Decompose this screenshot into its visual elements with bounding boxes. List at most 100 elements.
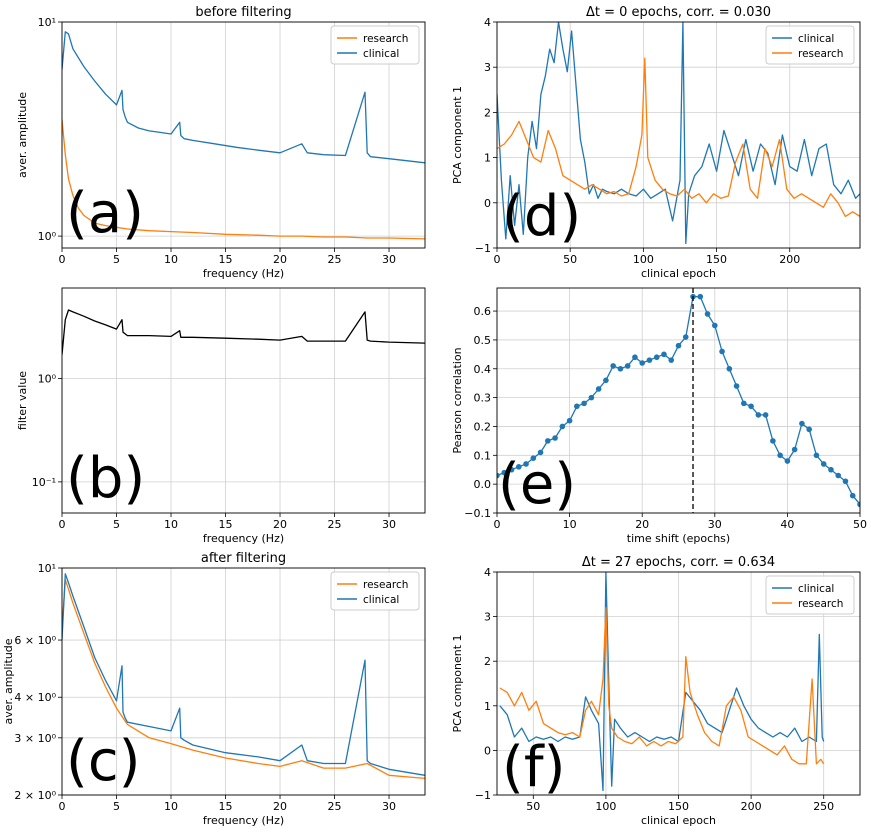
series-line-filter bbox=[62, 309, 425, 355]
x-tick-label: 40 bbox=[780, 518, 794, 531]
series-line-research bbox=[62, 579, 425, 780]
data-point bbox=[682, 334, 689, 340]
y-tick-label: 2 bbox=[484, 106, 491, 119]
data-point bbox=[799, 420, 805, 427]
x-tick-label: 10 bbox=[164, 800, 178, 813]
axes-frame bbox=[61, 567, 426, 796]
series-line-clinical bbox=[497, 22, 860, 245]
x-tick-label: 0 bbox=[494, 518, 501, 531]
chart-title: Δt = 0 epochs, corr. = 0.030 bbox=[586, 5, 771, 20]
panel-letter: (f) bbox=[502, 735, 565, 800]
y-tick-label: 4 bbox=[484, 566, 491, 579]
data-point bbox=[515, 464, 522, 470]
data-point bbox=[530, 455, 537, 461]
data-point bbox=[777, 452, 783, 459]
y-tick-label: 0.5 bbox=[474, 334, 492, 347]
panel-a: 0 5 10 15 20 25 30 10⁰ 10¹ frequency (Hz) aver. am… bbox=[16, 5, 426, 280]
x-axis-label: frequency (Hz) bbox=[203, 532, 284, 545]
x-axis-label: frequency (Hz) bbox=[203, 814, 284, 827]
x-tick-label: 5 bbox=[113, 253, 120, 266]
x-tick-label: 20 bbox=[635, 518, 649, 531]
y-tick-label: 0 bbox=[484, 197, 491, 210]
x-tick-label: 150 bbox=[706, 253, 727, 266]
data-point bbox=[704, 311, 711, 317]
legend-label-research: research bbox=[363, 579, 408, 591]
data-point bbox=[791, 446, 798, 453]
x-tick-label: 25 bbox=[328, 800, 342, 813]
panel-letter: (d) bbox=[502, 184, 581, 249]
y-axis-label: PCA component 1 bbox=[451, 634, 464, 732]
data-point bbox=[646, 357, 653, 363]
x-tick-label: 30 bbox=[382, 253, 396, 266]
legend-label-research: research bbox=[798, 48, 843, 60]
x-tick-label: 5 bbox=[113, 518, 120, 531]
data-point bbox=[537, 449, 544, 456]
y-tick-label: 10¹ bbox=[38, 562, 56, 575]
y-tick-label: 6 × 10⁰ bbox=[14, 634, 56, 647]
data-point bbox=[741, 400, 747, 407]
y-tick-label: 10⁻¹ bbox=[32, 476, 56, 489]
legend-label-clinical: clinical bbox=[363, 48, 399, 60]
y-tick-label: 1 bbox=[484, 152, 491, 165]
x-tick-label: 10 bbox=[164, 253, 178, 266]
data-point bbox=[617, 365, 624, 372]
data-point bbox=[497, 472, 500, 479]
chart-title: Δt = 27 epochs, corr. = 0.634 bbox=[582, 555, 775, 570]
x-tick-label: 30 bbox=[382, 800, 396, 813]
x-tick-label: 0 bbox=[59, 253, 66, 266]
x-tick-label: 50 bbox=[563, 253, 577, 266]
panel-f: 50 100 150 200 250 −1 0 1 2 3 4 clinical epoch PCA c… bbox=[451, 555, 861, 827]
x-tick-label: 10 bbox=[563, 518, 577, 531]
data-point bbox=[545, 438, 551, 444]
panel-letter: (e) bbox=[498, 452, 576, 517]
legend-label-clinical: clinical bbox=[798, 583, 834, 595]
panel-b: 0 5 10 15 20 25 30 10⁻¹ 10⁰ frequency (Hz) filter … bbox=[16, 287, 426, 545]
series-line-research bbox=[62, 119, 425, 240]
x-tick-label: 200 bbox=[779, 253, 800, 266]
data-point bbox=[675, 342, 682, 349]
y-tick-label: −0.1 bbox=[464, 507, 491, 520]
x-tick-label: 5 bbox=[113, 800, 120, 813]
series-line-clinical bbox=[62, 573, 425, 776]
y-tick-label: 2 bbox=[484, 655, 491, 668]
x-tick-label: 15 bbox=[219, 800, 233, 813]
data-point bbox=[719, 348, 725, 355]
data-point bbox=[508, 466, 515, 473]
data-point bbox=[835, 472, 842, 479]
axes-frame bbox=[61, 21, 426, 249]
data-point bbox=[574, 403, 580, 410]
x-axis-label: time shift (epochs) bbox=[627, 532, 730, 545]
chart-title: after filtering bbox=[201, 551, 286, 566]
x-tick-label: 50 bbox=[853, 518, 867, 531]
data-point bbox=[813, 452, 820, 459]
y-tick-label: 0 bbox=[484, 744, 491, 757]
data-point bbox=[610, 363, 616, 369]
data-point bbox=[784, 458, 791, 464]
data-point bbox=[559, 423, 566, 430]
x-tick-label: 30 bbox=[708, 518, 722, 531]
x-tick-label: 20 bbox=[273, 518, 287, 531]
x-tick-label: 10 bbox=[164, 518, 178, 531]
data-point bbox=[581, 400, 587, 407]
legend-label-research: research bbox=[798, 598, 843, 610]
data-point bbox=[857, 501, 860, 508]
chart-title: before filtering bbox=[195, 5, 291, 20]
data-point bbox=[770, 438, 776, 444]
x-axis-label: clinical epoch bbox=[641, 814, 716, 827]
panel-letter: (c) bbox=[66, 729, 140, 794]
data-point bbox=[712, 322, 718, 329]
plot-area bbox=[62, 31, 425, 240]
data-point bbox=[755, 412, 762, 418]
x-tick-label: 0 bbox=[59, 800, 66, 813]
data-point bbox=[806, 426, 812, 433]
legend-label-clinical: clinical bbox=[798, 33, 834, 45]
data-point bbox=[668, 357, 675, 363]
panel-letter: (a) bbox=[66, 181, 144, 246]
y-tick-label: 10⁰ bbox=[38, 230, 57, 243]
data-point bbox=[523, 461, 529, 467]
x-tick-label: 50 bbox=[526, 800, 540, 813]
y-tick-label: 0.6 bbox=[474, 305, 492, 318]
y-tick-label: 3 × 10⁰ bbox=[14, 732, 56, 745]
